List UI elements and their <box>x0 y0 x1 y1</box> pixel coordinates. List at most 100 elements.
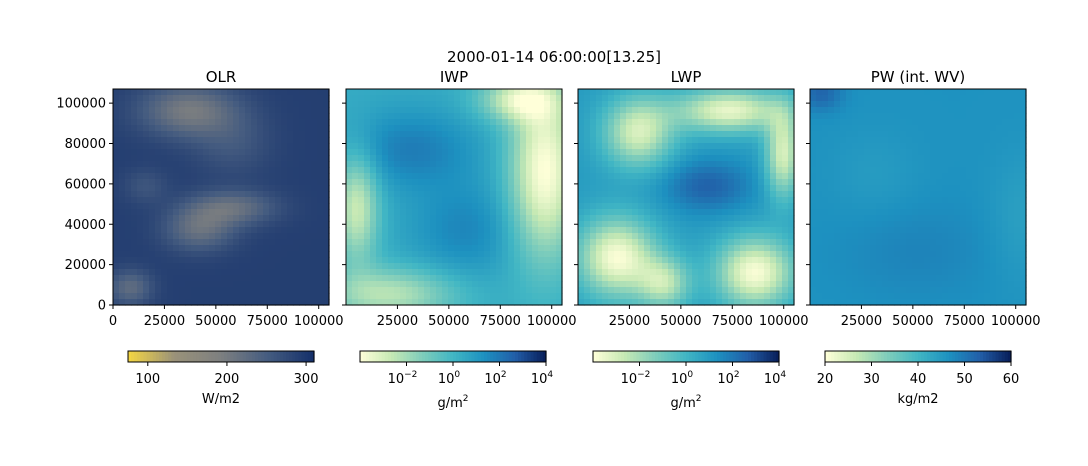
heatmap-cell <box>287 131 294 138</box>
heatmap-cell <box>257 251 264 258</box>
heatmap-cell <box>317 227 324 234</box>
heatmap-cell <box>840 209 847 216</box>
heatmap-cell <box>191 215 198 222</box>
heatmap-cell <box>662 263 669 270</box>
heatmap-cell <box>460 155 467 162</box>
heatmap-cell <box>620 269 627 276</box>
heatmap-cell <box>161 245 168 252</box>
heatmap-cell <box>293 155 300 162</box>
heatmap-cell <box>149 107 156 114</box>
heatmap-cell <box>311 89 318 96</box>
heatmap-cell <box>155 191 162 198</box>
heatmap-cell <box>125 101 132 108</box>
heatmap-cell <box>912 101 919 108</box>
heatmap-cell <box>764 161 771 168</box>
heatmap-cell <box>424 185 431 192</box>
heatmap-cell <box>822 131 829 138</box>
heatmap-cell <box>185 257 192 264</box>
heatmap-cell <box>424 155 431 162</box>
heatmap-cell <box>924 257 931 264</box>
heatmap-cell <box>227 143 234 150</box>
heatmap-cell <box>686 89 693 96</box>
heatmap-cell <box>430 101 437 108</box>
heatmap-cell <box>131 245 138 252</box>
heatmap-cell <box>173 299 180 306</box>
heatmap-cell <box>608 89 615 96</box>
heatmap-cell <box>590 257 597 264</box>
heatmap-cell <box>155 257 162 264</box>
heatmap-cell <box>394 185 401 192</box>
heatmap-cell <box>526 95 533 102</box>
heatmap-cell <box>650 155 657 162</box>
heatmap-cell <box>125 221 132 228</box>
heatmap-cell <box>590 251 597 258</box>
heatmap-cell <box>692 113 699 120</box>
heatmap-cell <box>858 155 865 162</box>
heatmap-cell <box>698 197 705 204</box>
heatmap-cell <box>864 281 871 288</box>
heatmap-cell <box>526 281 533 288</box>
heatmap-cell <box>233 185 240 192</box>
heatmap-cell <box>764 203 771 210</box>
heatmap-cell <box>203 89 210 96</box>
heatmap-cell <box>584 107 591 114</box>
heatmap-cell <box>119 155 126 162</box>
heatmap-cell <box>281 197 288 204</box>
heatmap-cell <box>650 101 657 108</box>
heatmap-cell <box>532 89 539 96</box>
heatmap-cell <box>740 155 747 162</box>
heatmap-cell <box>382 269 389 276</box>
heatmap-cell <box>924 173 931 180</box>
heatmap-cell <box>578 251 585 258</box>
heatmap-cell <box>602 215 609 222</box>
heatmap-cell <box>740 89 747 96</box>
heatmap-cell <box>834 299 841 306</box>
heatmap-cell <box>490 251 497 258</box>
heatmap-cell <box>544 281 551 288</box>
heatmap-cell <box>900 203 907 210</box>
heatmap-cell <box>245 239 252 246</box>
heatmap-cell <box>656 143 663 150</box>
heatmap-cell <box>538 161 545 168</box>
heatmap-cell <box>323 239 330 246</box>
heatmap-cell <box>179 203 186 210</box>
heatmap-cell <box>728 185 735 192</box>
colorbar-tick-label: 102 <box>484 370 506 387</box>
heatmap-cell <box>299 287 306 294</box>
colorbar-segment <box>422 351 426 362</box>
heatmap-cell <box>734 203 741 210</box>
heatmap-cell <box>626 107 633 114</box>
heatmap-cell <box>215 227 222 234</box>
colorbar-segment <box>131 351 135 362</box>
heatmap-cell <box>846 149 853 156</box>
heatmap-cell <box>734 281 741 288</box>
heatmap-cell <box>858 263 865 270</box>
heatmap-cell <box>584 293 591 300</box>
heatmap-cell <box>245 185 252 192</box>
heatmap-cell <box>412 233 419 240</box>
heatmap-cell <box>608 101 615 108</box>
heatmap-cell <box>626 113 633 120</box>
heatmap-cell <box>257 119 264 126</box>
heatmap-cell <box>864 227 871 234</box>
heatmap-cell <box>840 179 847 186</box>
heatmap-cell <box>484 101 491 108</box>
heatmap-cell <box>131 89 138 96</box>
heatmap-cell <box>131 299 138 306</box>
heatmap-cell <box>650 239 657 246</box>
heatmap-cell <box>251 131 258 138</box>
heatmap-cell <box>840 167 847 174</box>
heatmap-cell <box>752 209 759 216</box>
heatmap-cell <box>936 203 943 210</box>
colorbar-segment <box>695 351 699 362</box>
heatmap-cell <box>626 125 633 132</box>
colorbar-segment <box>273 351 278 362</box>
heatmap-cell <box>436 215 443 222</box>
heatmap-cell <box>722 125 729 132</box>
heatmap-cell <box>948 113 955 120</box>
heatmap-cell <box>299 281 306 288</box>
heatmap-cell <box>131 101 138 108</box>
heatmap-cell <box>900 173 907 180</box>
heatmap-cell <box>514 191 521 198</box>
heatmap-cell <box>442 185 449 192</box>
